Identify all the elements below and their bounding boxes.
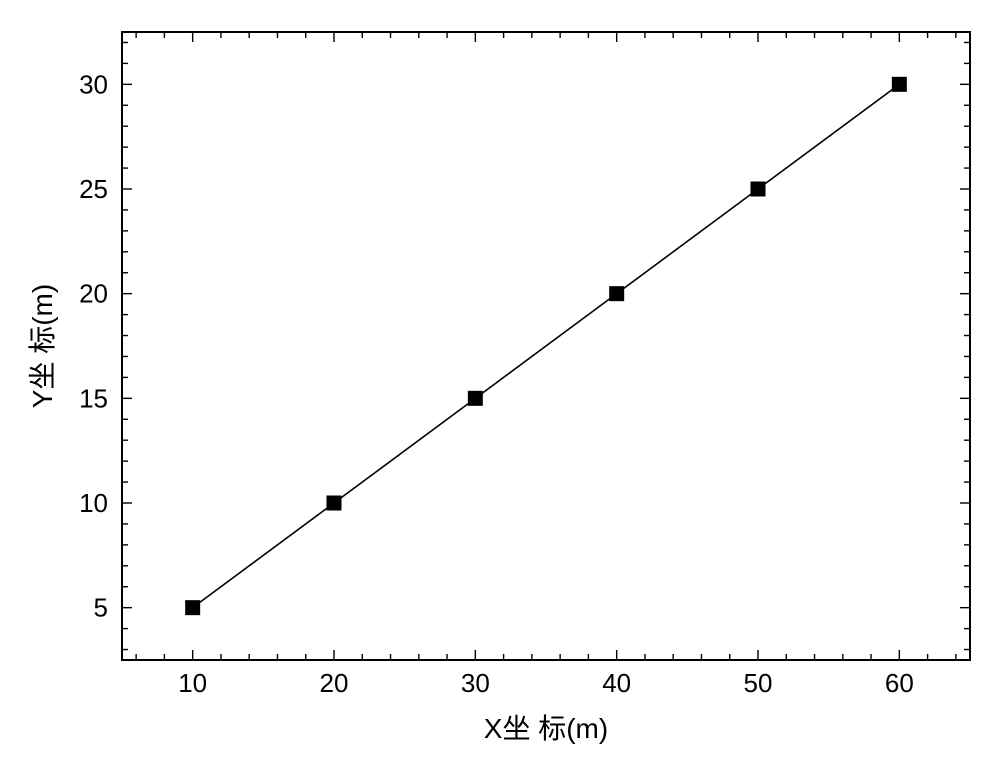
data-marker	[327, 496, 341, 510]
x-tick-label: 60	[885, 668, 914, 698]
x-tick-label: 40	[602, 668, 631, 698]
y-axis-label: Y坐 标(m)	[27, 284, 58, 408]
x-axis-label: X坐 标(m)	[484, 713, 608, 744]
chart-container: 10 20 30 40 50 60 X坐 标(m) 5 10 15 20 25 30 Y坐 标(m)	[0, 0, 998, 760]
y-tick-label: 15	[79, 383, 108, 413]
x-tick-label: 20	[320, 668, 349, 698]
y-tick-label: 5	[94, 593, 108, 623]
data-marker	[468, 391, 482, 405]
data-marker	[610, 287, 624, 301]
x-tick-label: 30	[461, 668, 490, 698]
data-marker	[892, 77, 906, 91]
y-tick-label: 30	[79, 69, 108, 99]
series-line	[193, 84, 900, 607]
y-tick-label: 20	[79, 279, 108, 309]
y-tick-label: 25	[79, 174, 108, 204]
y-tick-label: 10	[79, 488, 108, 518]
x-tick-label: 50	[744, 668, 773, 698]
data-marker	[751, 182, 765, 196]
line-chart: 10 20 30 40 50 60 X坐 标(m) 5 10 15 20 25 30 Y坐 标(m)	[0, 0, 998, 760]
data-marker	[186, 601, 200, 615]
x-tick-label: 10	[178, 668, 207, 698]
